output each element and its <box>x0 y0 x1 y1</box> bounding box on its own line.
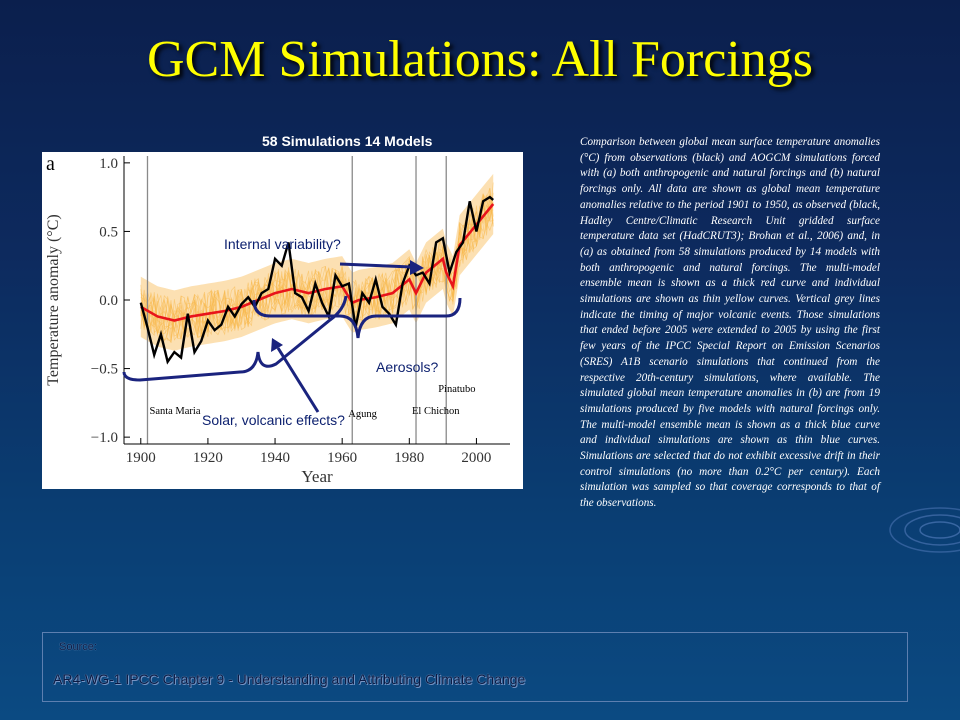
temperature-chart: Santa Maria Agung El Chichon Pinatubo −1.0 −0… <box>45 153 510 486</box>
y-tick-label: −0.5 <box>91 362 118 378</box>
source-label: Source: <box>59 641 97 653</box>
x-tick-label: 1980 <box>394 450 424 466</box>
x-tick-label: 1960 <box>327 450 357 466</box>
x-tick-label: 1940 <box>260 450 290 466</box>
annotation-internal-variability: Internal variability? <box>224 236 341 252</box>
arrow-solar-volcanic-head <box>271 338 283 352</box>
source-text: AR4-WG-1 IPCC Chapter 9 - Understanding … <box>53 671 526 687</box>
brace-1940-1990 <box>252 297 462 339</box>
volcano-label-agung: Agung <box>348 409 377 420</box>
panel-label: a <box>46 153 55 175</box>
annotation-solar-volcanic: Solar, volcanic effects? <box>202 412 345 428</box>
volcano-label-el-chichon: El Chichon <box>412 406 460 417</box>
x-tick-label: 1900 <box>126 450 156 466</box>
arrow-internal-variability-head <box>410 260 424 275</box>
observations-line <box>139 195 494 365</box>
y-tick-label: 0.5 <box>99 224 118 240</box>
chart-caption: 58 Simulations 14 Models <box>262 133 433 149</box>
y-tick-label: 1.0 <box>99 156 118 172</box>
simulation-line-11 <box>140 197 494 336</box>
volcano-label-santa-maria: Santa Maria <box>149 406 200 417</box>
annotation-aerosols: Aerosols? <box>376 359 439 375</box>
figure-description: Comparison between global mean surface t… <box>580 136 880 510</box>
source-box: Source: AR4-WG-1 IPCC Chapter 9 - Unders… <box>42 632 908 702</box>
slide-title: GCM Simulations: All Forcings <box>147 31 813 88</box>
simulation-line-5 <box>140 193 494 337</box>
y-tick-label: 0.0 <box>99 293 118 309</box>
volcano-label-pinatubo: Pinatubo <box>438 384 475 395</box>
brace-1900-1960 <box>122 295 348 382</box>
arrow-solar-volcanic-shaft <box>276 347 320 413</box>
y-tick-label: −1.0 <box>91 430 118 446</box>
chart-container: Santa Maria Agung El Chichon Pinatubo −1.0 −0… <box>42 152 523 489</box>
arrow-internal-variability-shaft <box>339 262 413 269</box>
x-axis-label: Year <box>301 467 333 486</box>
x-tick-label: 1920 <box>193 450 223 466</box>
y-axis-label: Temperature anomaly (°C) <box>45 214 62 385</box>
ensemble-mean-line <box>140 203 495 322</box>
x-tick-label: 2000 <box>461 450 491 466</box>
